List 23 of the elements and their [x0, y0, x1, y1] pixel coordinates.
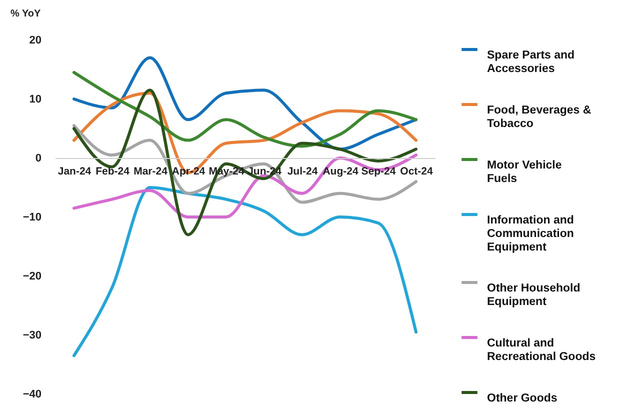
y-tick-label: −20	[22, 270, 42, 282]
line-series	[72, 56, 418, 151]
y-axis-title: % YoY	[10, 8, 42, 20]
x-tick-label: Jan-24	[58, 166, 92, 178]
line-series	[72, 70, 418, 148]
legend-label: Food, Beverages & Tobacco	[487, 104, 592, 130]
y-tick-label: 20	[29, 34, 42, 46]
line-series	[72, 186, 418, 358]
x-tick-label: Oct-24	[400, 166, 433, 178]
x-tick-label: Feb-24	[96, 166, 130, 178]
y-tick-label: −10	[22, 212, 42, 224]
legend-label: Cultural and Recreational Goods	[487, 338, 596, 363]
x-tick-label: Mar-24	[134, 166, 168, 178]
legend-label: Information and Communication Equipment	[487, 214, 574, 254]
x-tick-label: Jul-24	[287, 166, 318, 178]
legend-label: Other Goods	[487, 392, 558, 404]
legend-label: Spare Parts and Accessories	[487, 50, 575, 75]
y-tick-label: 10	[29, 94, 42, 106]
legend-label: Other Household Equipment	[487, 282, 580, 308]
y-tick-label: −30	[22, 330, 42, 342]
y-tick-label: 0	[35, 152, 42, 164]
y-tick-label: −40	[22, 388, 42, 400]
legend-label: Motor Vehicle Fuels	[487, 160, 562, 185]
